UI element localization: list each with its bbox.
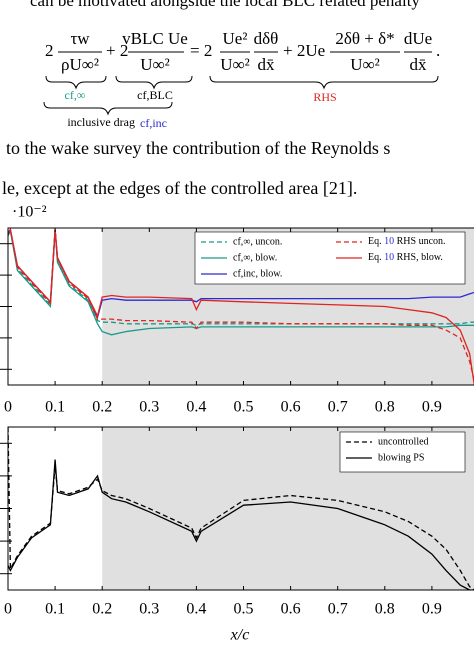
x-tick-label: 0.2 — [92, 601, 112, 618]
eq-num: dUe — [404, 29, 432, 48]
legend-label: blowing PS — [378, 452, 424, 463]
paragraph-line: le, except at the edges of the controlle… — [2, 178, 357, 198]
data-line — [8, 459, 474, 590]
underbrace — [45, 75, 107, 90]
data-line — [8, 427, 474, 590]
plot-lines — [8, 228, 474, 385]
eq-den: dx̄ — [410, 55, 428, 74]
eq-op: . — [436, 41, 440, 60]
legend-text: RHS, blow. — [394, 252, 443, 263]
x-tick-label: 0.8 — [375, 399, 395, 416]
eq-op: + 2 — [106, 41, 128, 60]
x-tick-label: 0.1 — [45, 601, 65, 618]
eq-num: Ue² — [223, 29, 248, 48]
x-tick-label: 0.9 — [422, 601, 442, 618]
eq-coef: 2 — [45, 41, 54, 60]
x-tick-label: 0.7 — [328, 601, 348, 618]
x-tick-label: 0.3 — [139, 601, 159, 618]
underbrace — [43, 101, 173, 116]
x-tick-label: 0.1 — [45, 399, 65, 416]
label-rhs: RHS — [313, 90, 336, 104]
legend-label: cf,∞, blow. — [233, 252, 277, 263]
eq-op: + 2Ue — [283, 41, 325, 60]
underbrace — [115, 75, 193, 90]
label-cf-blc: cf,BLC — [137, 88, 173, 102]
label-cf-inc: cf,inc — [140, 116, 167, 130]
legend-text: RHS uncon. — [394, 236, 445, 247]
eq-num: τw — [70, 29, 90, 48]
y-multiplier: ·10⁻² — [12, 204, 47, 221]
x-tick-label: 0.3 — [139, 399, 159, 416]
eq-num: vBLC Ue — [122, 29, 188, 48]
x-tick-label: 0.6 — [281, 399, 301, 416]
legend-label: cf,∞, uncon. — [233, 236, 282, 247]
plot-lines — [8, 427, 474, 590]
legend-label: cf,inc, blow. — [233, 268, 282, 279]
legend-ref: 10 — [384, 236, 394, 247]
x-tick-label: 0 — [4, 399, 12, 416]
x-tick-label: 0.8 — [375, 601, 395, 618]
legend-ref: 10 — [384, 252, 394, 263]
eq-den: dx̄ — [258, 55, 276, 74]
x-tick-label: 0 — [4, 601, 12, 618]
eq-den: U∞² — [220, 55, 250, 74]
eq-den: U∞² — [140, 55, 170, 74]
legend-box — [194, 231, 466, 285]
x-tick-label: 0.4 — [186, 399, 206, 416]
data-line — [8, 228, 474, 326]
x-tick-label: 0.2 — [92, 399, 112, 416]
legend-box — [339, 431, 466, 473]
legend-prefix: Eq. — [368, 252, 384, 263]
paragraph-line: to the wake survey the contribution of t… — [6, 138, 390, 158]
legend-label: uncontrolled — [378, 436, 429, 447]
label-cf-inf: cf,∞ — [65, 88, 86, 102]
legend-prefix: Eq. — [368, 236, 384, 247]
eq-num: dδθ — [254, 29, 279, 48]
x-tick-label: 0.4 — [186, 601, 206, 618]
eq-num: 2δθ + δ* — [335, 29, 394, 48]
x-axis-label: x/c — [230, 627, 250, 644]
x-tick-label: 0.9 — [422, 399, 442, 416]
legend-label: Eq. 10 RHS, blow. — [368, 252, 443, 263]
label-inclusive: inclusive drag — [67, 115, 135, 129]
eq-den: U∞² — [350, 55, 380, 74]
eq-op: = 2 — [190, 41, 212, 60]
x-tick-label: 0.5 — [234, 601, 254, 618]
x-tick-label: 0.7 — [328, 399, 348, 416]
x-tick-label: 0.5 — [234, 399, 254, 416]
underbrace — [209, 75, 439, 90]
legend-label: Eq. 10 RHS uncon. — [368, 236, 446, 247]
eq-den: ρU∞² — [61, 55, 99, 74]
x-tick-label: 0.6 — [281, 601, 301, 618]
data-line — [8, 228, 474, 385]
cut-line: can be motivated alongside the local BLC… — [30, 0, 420, 10]
